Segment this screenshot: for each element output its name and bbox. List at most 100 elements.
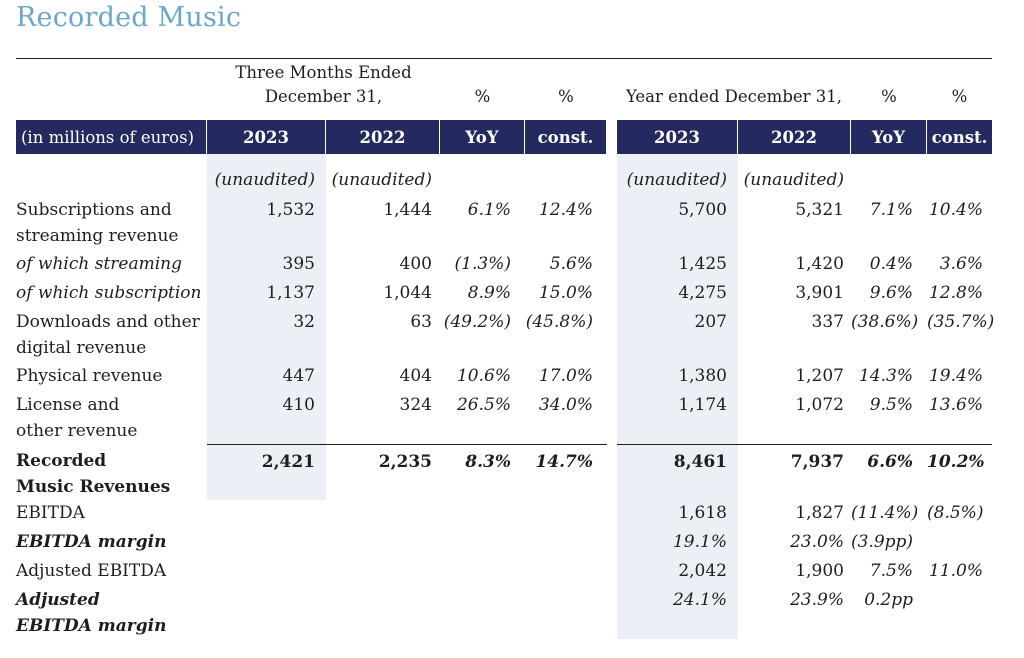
cell-q-yoy: 10.6% bbox=[456, 366, 511, 386]
cell-y2023: 19.1% bbox=[617, 527, 738, 556]
cell-q2023: 447 bbox=[207, 361, 326, 390]
col-header-y2022: 2022 bbox=[738, 120, 851, 154]
cell-y2022: 1,827 bbox=[795, 503, 844, 523]
table-row: of which subscription 1,137 1,044 8.9% 15.0%… bbox=[16, 278, 992, 307]
cell-q2023 bbox=[207, 498, 326, 527]
cell-y2023: (unaudited) bbox=[617, 154, 738, 195]
cell-q-yoy: 26.5% bbox=[456, 395, 511, 415]
col-header-q2022: 2022 bbox=[326, 120, 440, 154]
group-gap bbox=[607, 120, 617, 154]
group-gap bbox=[607, 154, 617, 195]
cell-q-const: 14.7% bbox=[525, 444, 607, 500]
cell-q-yoy bbox=[440, 585, 525, 639]
cell-q-yoy bbox=[440, 498, 525, 527]
cell-q2022 bbox=[326, 498, 440, 527]
cell-y-const bbox=[927, 154, 992, 195]
cell-y-const bbox=[927, 527, 992, 556]
cell-y-const: 13.6% bbox=[928, 395, 983, 415]
table-row: Adjusted EBITDA 2,042 1,900 7.5% 11.0% bbox=[16, 556, 992, 585]
pct-header-quarter-const: % bbox=[558, 87, 574, 106]
quarter-period-line2: December 31, bbox=[264, 87, 383, 106]
cell-q-const: (45.8%) bbox=[525, 312, 593, 332]
cell-q2022: 2,235 bbox=[326, 444, 440, 500]
cell-q-const bbox=[525, 154, 607, 195]
col-header-q2023: 2023 bbox=[207, 120, 326, 154]
cell-q2022: (unaudited) bbox=[331, 170, 432, 190]
cell-y2022: 5,321 bbox=[795, 200, 844, 220]
cell-y-yoy: (3.9pp) bbox=[851, 532, 914, 552]
row-label: Recorded Music Revenues bbox=[16, 451, 171, 497]
cell-q2023 bbox=[207, 527, 326, 556]
cell-y-yoy: 7.1% bbox=[869, 200, 913, 220]
table-row: Subscriptions and streaming revenue 1,532… bbox=[16, 195, 992, 249]
cell-y-yoy: 14.3% bbox=[858, 366, 913, 386]
cell-y2023: 4,275 bbox=[617, 278, 738, 307]
cell-y-yoy: 7.5% bbox=[869, 561, 913, 581]
cell-y2023: 207 bbox=[617, 307, 738, 361]
group-gap bbox=[607, 585, 617, 639]
cell-q2022 bbox=[326, 585, 440, 639]
year-period-header: Year ended December 31, bbox=[625, 87, 843, 106]
cell-y-yoy: 9.6% bbox=[869, 283, 913, 303]
quarter-period-line1: Three Months Ended bbox=[235, 63, 412, 82]
cell-y2022: (unaudited) bbox=[743, 170, 844, 190]
col-header-y-yoy: YoY bbox=[851, 120, 927, 154]
cell-y-const: 11.0% bbox=[928, 561, 983, 581]
group-gap bbox=[607, 498, 617, 527]
cell-q-const bbox=[525, 527, 607, 556]
table-row: (unaudited) (unaudited) (unaudited) (unaudi… bbox=[16, 154, 992, 195]
row-label: Downloads and other digital revenue bbox=[16, 312, 200, 358]
cell-q-yoy bbox=[440, 154, 525, 195]
pct-header-quarter-yoy: % bbox=[474, 87, 491, 106]
cell-q2023 bbox=[207, 556, 326, 585]
cell-y-yoy: 6.6% bbox=[851, 444, 927, 500]
table-spanner-row: Three Months Ended December 31, % % Year… bbox=[16, 58, 992, 120]
cell-q2022: 1,044 bbox=[383, 283, 432, 303]
row-label: of which subscription bbox=[16, 283, 202, 303]
cell-q2022 bbox=[326, 556, 440, 585]
cell-y-const: (8.5%) bbox=[927, 503, 984, 523]
group-gap bbox=[607, 307, 617, 361]
row-label: EBITDA margin bbox=[16, 532, 167, 552]
cell-q-const bbox=[525, 585, 607, 639]
page-title: Recorded Music bbox=[16, 2, 242, 33]
group-gap bbox=[607, 556, 617, 585]
cell-y-const: 3.6% bbox=[939, 254, 983, 274]
table-row: Recorded Music Revenues 2,421 2,235 8.3% 14.… bbox=[16, 444, 992, 500]
cell-y2022: 3,901 bbox=[795, 283, 844, 303]
cell-y-yoy: (38.6%) bbox=[851, 312, 919, 332]
quarter-period-header: Three Months Ended December 31, bbox=[207, 59, 440, 120]
cell-y-yoy bbox=[851, 154, 927, 195]
cell-q2022: 404 bbox=[399, 366, 432, 386]
cell-y2023: 2,042 bbox=[617, 556, 738, 585]
group-gap bbox=[607, 59, 617, 120]
cell-q-const: 34.0% bbox=[538, 395, 593, 415]
cell-y2022: 337 bbox=[811, 312, 844, 332]
cell-y2023: 1,618 bbox=[617, 498, 738, 527]
row-label: of which streaming bbox=[16, 254, 183, 274]
table-row: EBITDA margin 19.1% 23.0% (3.9pp) bbox=[16, 527, 992, 556]
cell-q2023: 395 bbox=[207, 249, 326, 278]
col-header-q-const: const. bbox=[525, 120, 607, 154]
cell-y2022: 23.9% bbox=[789, 590, 844, 610]
spanner-spacer bbox=[16, 59, 207, 120]
cell-y-yoy: 9.5% bbox=[869, 395, 913, 415]
group-gap bbox=[607, 390, 617, 444]
cell-y2023: 5,700 bbox=[617, 195, 738, 249]
recorded-music-table: Three Months Ended December 31, % % Year… bbox=[16, 58, 994, 639]
cell-y-const: 10.4% bbox=[928, 200, 983, 220]
cell-y-const: 19.4% bbox=[928, 366, 983, 386]
row-label: Subscriptions and streaming revenue bbox=[16, 200, 179, 246]
unit-label: (in millions of euros) bbox=[16, 120, 207, 154]
table-body: (unaudited) (unaudited) (unaudited) (unaudi… bbox=[16, 154, 994, 639]
cell-y2023: 1,425 bbox=[617, 249, 738, 278]
cell-q-yoy: (1.3%) bbox=[454, 254, 511, 274]
col-header-y-const: const. bbox=[927, 120, 992, 154]
cell-q-yoy: 6.1% bbox=[467, 200, 511, 220]
cell-q-const: 17.0% bbox=[538, 366, 593, 386]
row-label: Physical revenue bbox=[16, 366, 163, 386]
cell-q2023: 32 bbox=[207, 307, 326, 361]
cell-q2023: 1,532 bbox=[207, 195, 326, 249]
pct-header-year-const: % bbox=[951, 87, 968, 106]
group-gap bbox=[607, 249, 617, 278]
